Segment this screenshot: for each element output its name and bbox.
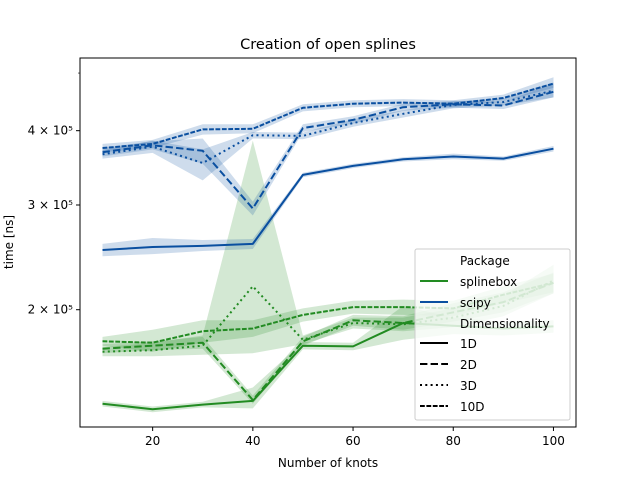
- legend-style-title: Dimensionality: [460, 317, 550, 331]
- band-scipy-10d: [102, 77, 554, 153]
- x-tick-label-100: 100: [542, 434, 565, 448]
- y-axis-ticks: 2 × 10⁵ 3 × 10⁵ 4 × 10⁵: [28, 72, 80, 317]
- x-axis-label: Number of knots: [278, 456, 378, 470]
- x-tick-label-20: 20: [145, 434, 160, 448]
- legend-label-splinebox: splinebox: [460, 275, 517, 289]
- legend-label-1d: 1D: [460, 337, 477, 351]
- legend-label-scipy: scipy: [460, 296, 491, 310]
- line-scipy-2d: [102, 90, 554, 210]
- plot-frame: [79, 57, 577, 428]
- band-splinebox-10d: [102, 273, 554, 352]
- chart-title: Creation of open splines: [240, 37, 416, 53]
- legend-label-3d: 3D: [460, 379, 477, 393]
- legend-label-10d: 10D: [460, 400, 485, 414]
- band-splinebox-3d: [102, 140, 554, 357]
- y-tick-label-400000: 4 × 10⁵: [28, 124, 74, 138]
- legend-box: [414, 248, 571, 421]
- line-scipy-10d: [102, 82, 554, 149]
- line-scipy-1d: [102, 147, 554, 251]
- legend-hue-title: Package: [460, 254, 510, 268]
- y-axis-label: time [ns]: [2, 215, 16, 269]
- x-tick-label-40: 40: [245, 434, 260, 448]
- band-splinebox-2d: [102, 272, 554, 404]
- y-tick-label-200000: 2 × 10⁵: [28, 303, 74, 317]
- legend: Package splinebox scipy Dimensionality 1…: [414, 248, 571, 421]
- x-axis-ticks: 20 40 60 80 100: [145, 427, 565, 448]
- y-tick-label-300000: 3 × 10⁵: [28, 198, 74, 212]
- x-tick-label-60: 60: [345, 434, 360, 448]
- legend-label-2d: 2D: [460, 358, 477, 372]
- x-tick-label-80: 80: [446, 434, 461, 448]
